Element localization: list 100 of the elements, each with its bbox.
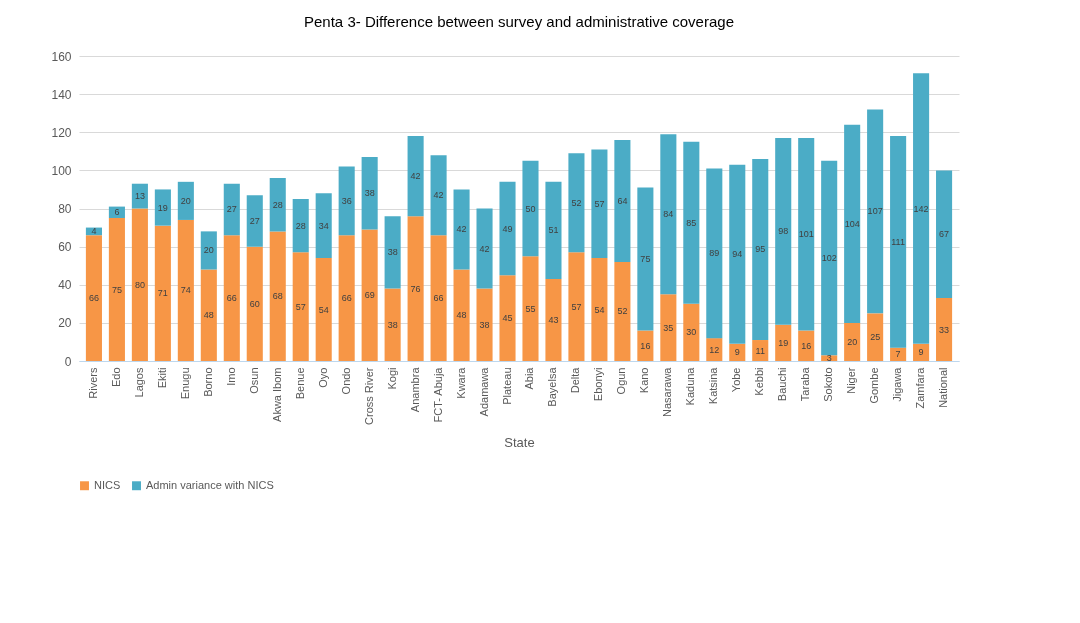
bar — [338, 235, 355, 361]
bar — [752, 158, 769, 341]
y-tick-label: 20 — [58, 316, 72, 331]
data-label: 142 — [913, 203, 929, 214]
bar — [177, 219, 194, 361]
x-tick-label: Kaduna — [684, 366, 697, 406]
bar — [936, 298, 953, 361]
bar — [706, 338, 723, 361]
y-tick-label: 140 — [51, 87, 72, 102]
x-tick-label: Zamfara — [914, 366, 927, 409]
data-label: 57 — [571, 301, 582, 312]
x-tick-label: Imo — [224, 367, 237, 386]
bar — [246, 195, 263, 247]
data-label: 69 — [364, 290, 375, 301]
data-label: 49 — [502, 223, 513, 234]
data-label: 9 — [734, 347, 740, 358]
x-tick-label: Taraba — [799, 366, 812, 402]
x-tick-label: Kwara — [454, 366, 467, 399]
data-label: 33 — [939, 324, 950, 335]
data-label: 76 — [410, 283, 421, 294]
x-tick-label: Cross River — [362, 367, 375, 425]
bar — [430, 155, 447, 236]
bar — [177, 181, 194, 220]
bar — [637, 187, 654, 331]
bar — [338, 166, 355, 236]
bar — [384, 288, 401, 361]
data-label: 19 — [778, 337, 789, 348]
data-label: 66 — [88, 293, 99, 304]
bar — [108, 218, 125, 361]
x-tick-label: National — [937, 367, 950, 408]
bar — [890, 347, 907, 361]
x-tick-label: Abia — [523, 366, 536, 390]
bar — [154, 225, 171, 361]
data-label: 68 — [272, 291, 283, 302]
data-label: 38 — [364, 188, 375, 199]
bar — [775, 137, 792, 325]
bar — [131, 208, 148, 361]
bar — [568, 153, 585, 253]
data-label: 55 — [525, 303, 536, 314]
x-tick-label: Benue — [293, 367, 306, 400]
data-label: 48 — [456, 310, 467, 321]
bar — [683, 303, 700, 361]
data-label: 71 — [157, 288, 168, 299]
x-tick-label: Akwa Ibom — [270, 367, 283, 422]
data-label: 74 — [180, 285, 191, 296]
bar — [913, 73, 930, 344]
data-label: 52 — [571, 197, 582, 208]
data-label: 84 — [663, 209, 674, 220]
data-label: 25 — [870, 332, 881, 343]
x-tick-label: Ondo — [339, 367, 352, 395]
bar — [522, 256, 539, 361]
x-tick-label: Jigawa — [891, 366, 904, 402]
bar — [591, 258, 608, 361]
bar — [660, 134, 677, 295]
bar — [545, 181, 562, 280]
data-label: 38 — [387, 247, 398, 258]
data-label: 52 — [617, 306, 628, 317]
x-tick-label: Bayelsa — [546, 366, 559, 407]
data-label: 64 — [617, 195, 628, 206]
data-label: 101 — [798, 229, 814, 240]
bar — [844, 124, 861, 323]
x-tick-label: Kano — [638, 367, 651, 394]
bar — [844, 322, 861, 361]
data-label: 60 — [249, 298, 260, 309]
data-label: 57 — [295, 301, 306, 312]
x-tick-label: Niger — [845, 367, 858, 394]
y-tick-label: 0 — [64, 354, 72, 369]
data-label: 42 — [479, 243, 490, 254]
bar — [499, 181, 516, 276]
x-tick-label: Osun — [247, 367, 260, 394]
data-label: 38 — [479, 319, 490, 330]
data-label: 66 — [226, 293, 237, 304]
data-label: 16 — [640, 340, 651, 351]
x-tick-label: Kogi — [385, 367, 398, 390]
bar — [476, 288, 493, 361]
data-label: 104 — [844, 218, 860, 229]
bar — [476, 208, 493, 289]
data-label: 42 — [456, 224, 467, 235]
bar — [315, 193, 332, 259]
bar — [867, 313, 884, 361]
bar — [775, 324, 792, 361]
data-label: 67 — [939, 229, 950, 240]
data-label: 35 — [663, 322, 674, 333]
data-label: 102 — [821, 253, 837, 264]
bar — [499, 275, 516, 361]
bar — [568, 252, 585, 361]
bar — [798, 137, 815, 331]
data-label: 12 — [709, 344, 720, 355]
bar — [890, 136, 907, 348]
data-label: 95 — [755, 244, 766, 255]
chart-title: Penta 3- Difference between survey and administrative coverage — [304, 13, 734, 30]
x-tick-label: Kebbi — [753, 367, 766, 396]
data-label: 13 — [134, 191, 145, 202]
data-label: 20 — [203, 245, 214, 256]
bar — [522, 160, 539, 257]
x-tick-label: Gombe — [868, 367, 881, 404]
x-tick-label: Edo — [109, 367, 122, 388]
data-label: 27 — [226, 204, 237, 215]
x-tick-label: Katsina — [707, 366, 720, 405]
data-label: 6 — [114, 207, 120, 218]
